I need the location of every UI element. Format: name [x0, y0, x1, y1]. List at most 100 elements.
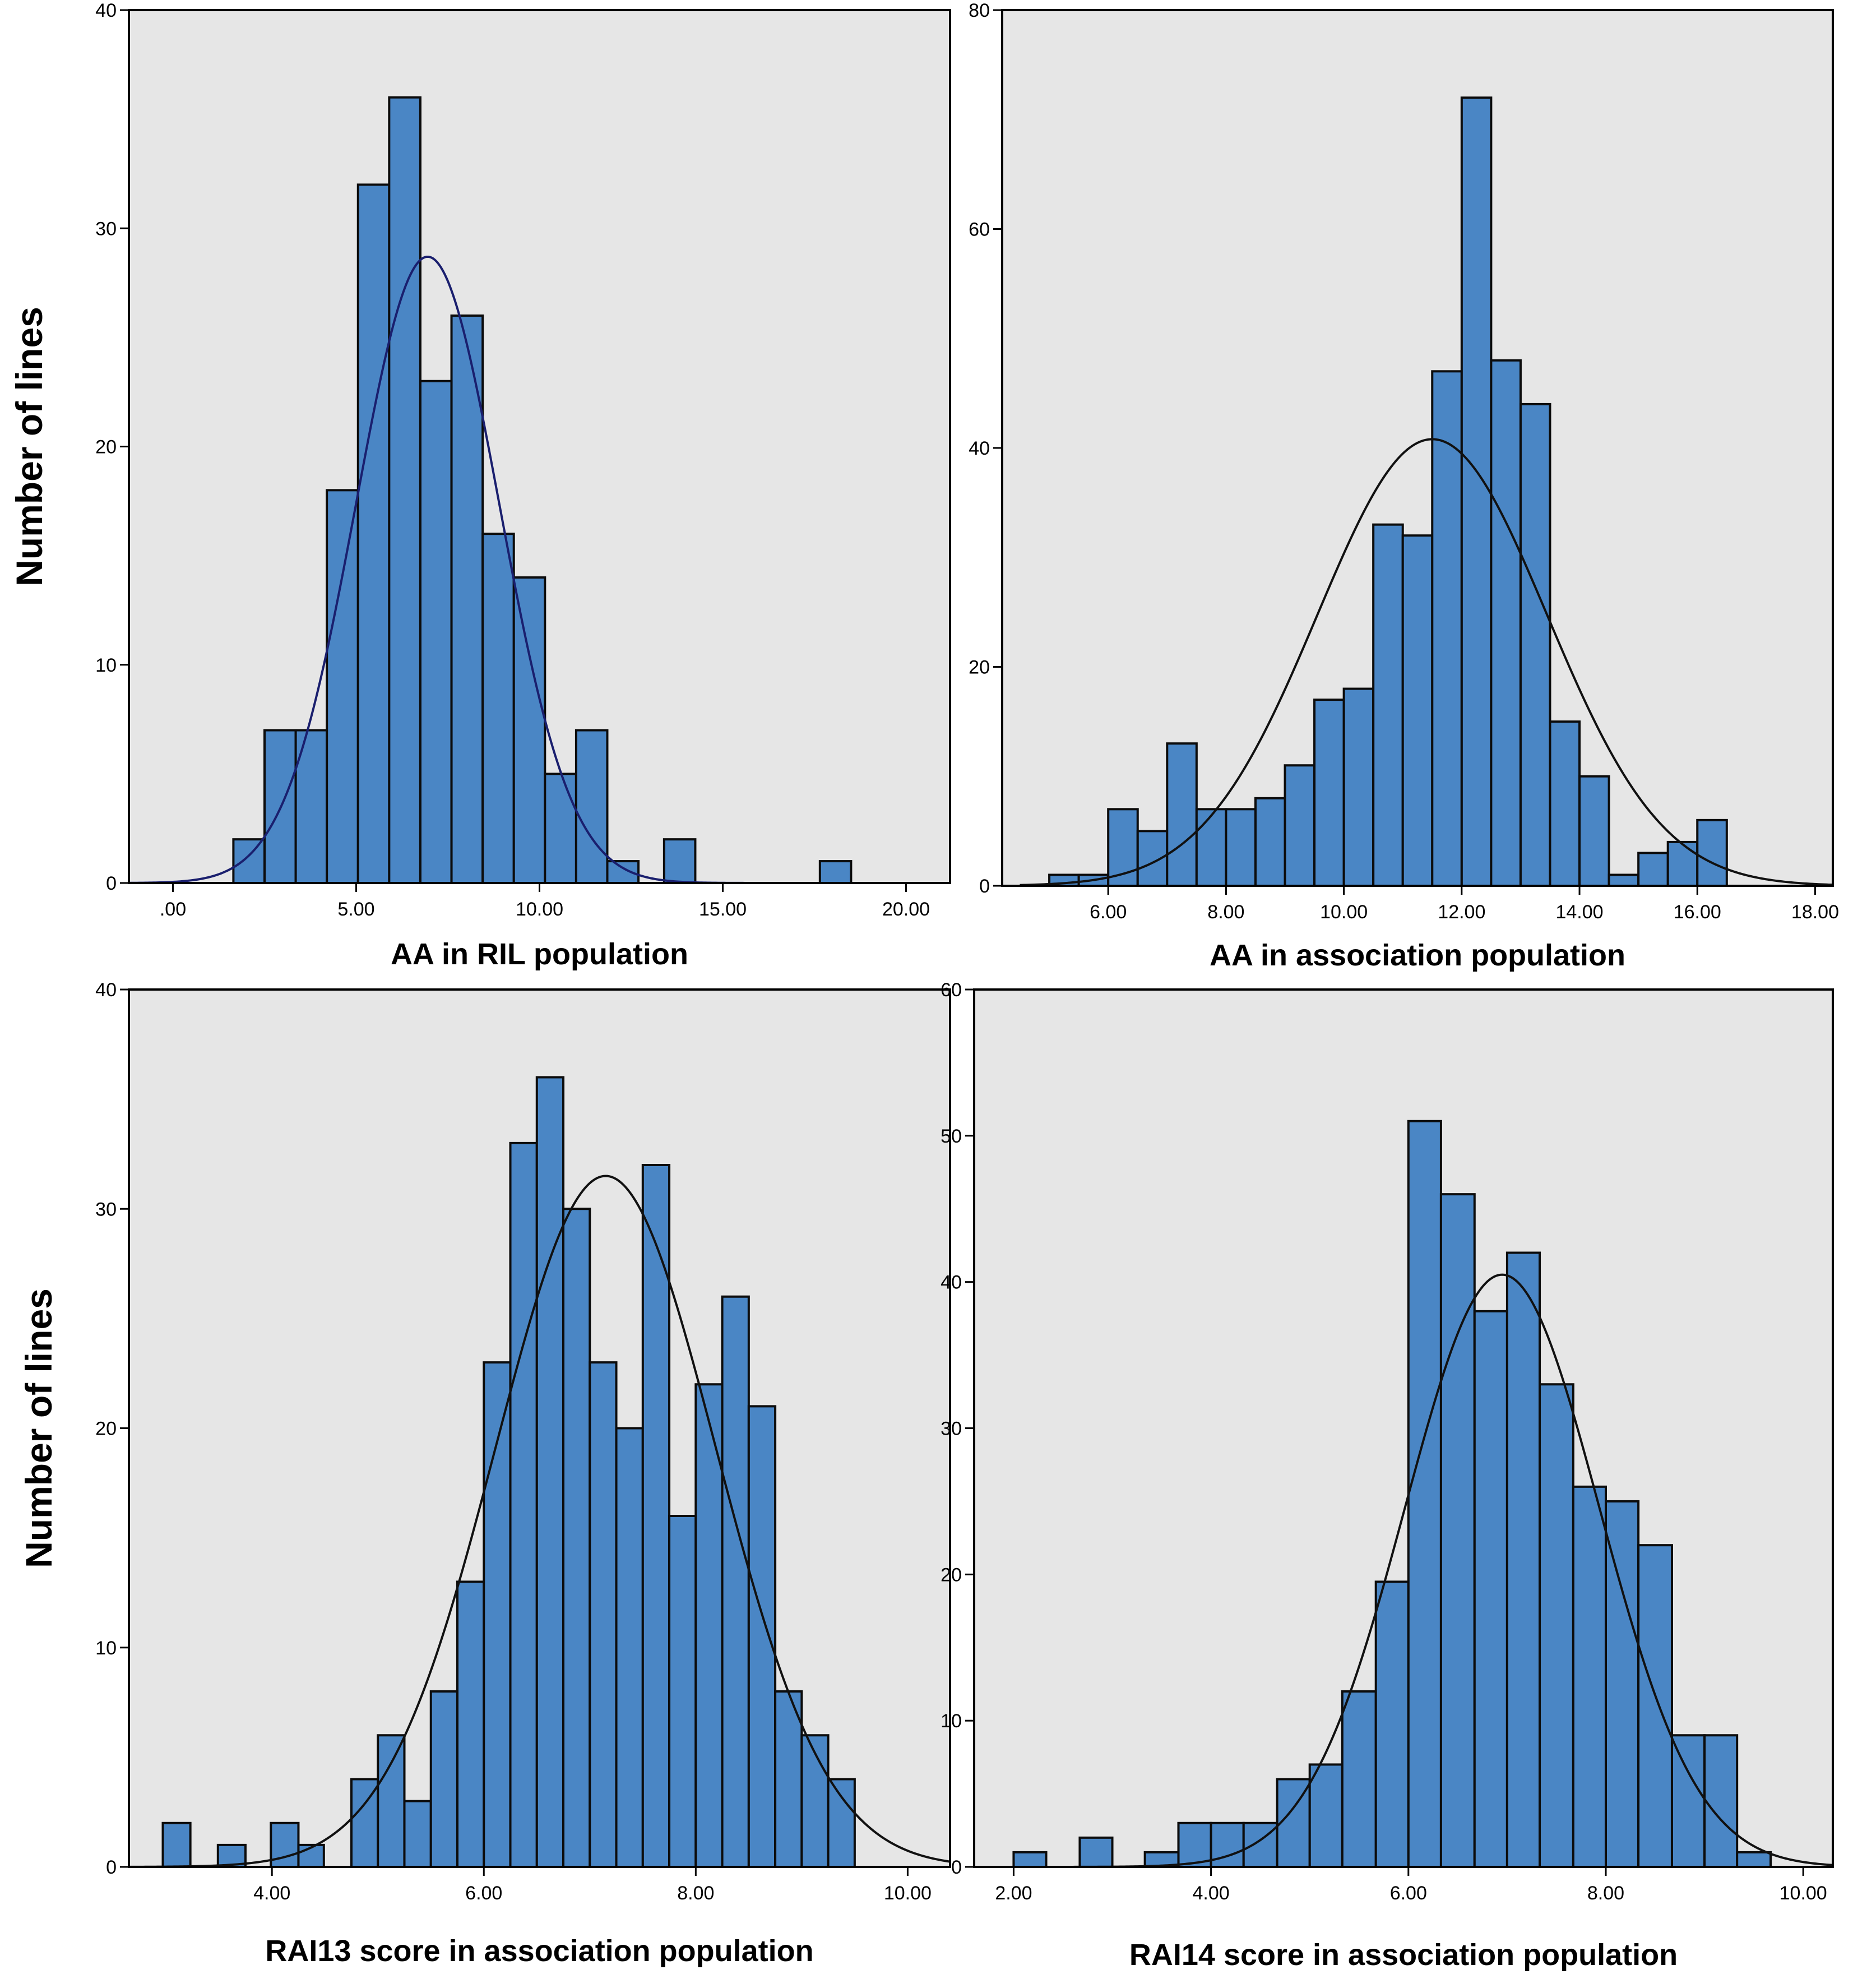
y-tick-label: 40 [95, 979, 117, 1001]
histogram-bar [1439, 1193, 1476, 1869]
x-tick-label: 6.00 [1090, 901, 1127, 923]
y-tick-label: 20 [95, 1418, 117, 1440]
x-axis-title: AA in association population [1210, 938, 1625, 972]
histogram-bar [483, 1361, 512, 1868]
normal-curve [129, 1175, 951, 1868]
y-tick-label: 50 [941, 1126, 962, 1147]
histogram-bar [1608, 873, 1640, 887]
histogram-bar [535, 1076, 565, 1868]
histogram-bar [509, 1141, 538, 1868]
histogram-bar [747, 1405, 777, 1868]
histogram-panel-4: 0 10 20 30 40 50 60 2.00 4.00 6.00 8.00 10.00 RAI14 … [941, 979, 1834, 1972]
histogram-bar [1374, 1580, 1410, 1868]
histogram-bar [1308, 1763, 1344, 1869]
x-tick-label: 20.00 [882, 899, 930, 920]
y-tick-label: 20 [941, 1564, 962, 1585]
histogram-bar [1505, 1251, 1541, 1868]
histogram-bar [562, 1208, 591, 1868]
y-tick-label: 60 [941, 979, 962, 1001]
x-tick-label: 10.00 [1320, 901, 1368, 923]
histogram-bar [388, 96, 421, 885]
x-axis-title: AA in RIL population [391, 937, 688, 971]
y-tick-label: 80 [969, 0, 990, 21]
histogram-bar [1473, 1310, 1508, 1868]
histogram-bar [377, 1734, 406, 1868]
histogram-bar [1637, 1544, 1673, 1869]
y-tick-label: 30 [95, 218, 117, 239]
histogram-panel-1: 0 10 20 30 40 .00 5.00 10.00 15.00 20.00 AA in RIL… [8, 0, 951, 971]
x-tick-label: 5.00 [337, 899, 374, 920]
histogram-bar [1604, 1500, 1640, 1869]
y-tick-label: 60 [969, 219, 990, 241]
histogram-bar [1572, 1485, 1607, 1868]
normal-curve [1020, 438, 1833, 886]
histogram-bar [615, 1427, 644, 1868]
y-tick-label: 0 [106, 1857, 117, 1878]
histogram-bar [429, 1690, 459, 1868]
histogram-bar [544, 773, 577, 884]
histogram-bar [1341, 1690, 1377, 1868]
histogram-bar [1195, 808, 1227, 887]
histogram-bar [456, 1580, 485, 1868]
x-tick-label: 8.00 [1587, 1883, 1624, 1904]
histogram-bar [1166, 742, 1198, 887]
histogram-bar [450, 314, 484, 884]
histogram-bar [297, 1843, 325, 1868]
histogram-bar [663, 838, 697, 885]
histogram-panel-3: 0 10 20 30 40 4.00 6.00 8.00 10.00 RAI13 score in… [18, 979, 951, 1968]
x-tick-label: 8.00 [677, 1883, 714, 1904]
histogram-bar [1407, 1120, 1442, 1868]
histogram-bar [1578, 775, 1610, 887]
histogram-bar [721, 1295, 750, 1868]
histogram-bar [1210, 1821, 1245, 1868]
histogram-bar [1225, 808, 1257, 887]
histogram-bar [1670, 1734, 1706, 1868]
y-tick-label: 0 [951, 1857, 962, 1878]
histogram-bar [1666, 840, 1699, 887]
y-axis-title: Number of lines [8, 307, 50, 586]
y-tick-label: 10 [95, 655, 117, 676]
x-tick-label: 15.00 [699, 899, 747, 920]
x-tick-label: 12.00 [1438, 901, 1485, 923]
histogram-bar [1012, 1851, 1048, 1869]
histogram-bar [575, 729, 609, 885]
x-tick-label: 18.00 [1791, 901, 1839, 923]
y-tick-label: 40 [95, 0, 117, 21]
histogram-bar [1313, 699, 1345, 887]
histogram-bar [1637, 852, 1669, 887]
y-tick-label: 20 [95, 437, 117, 458]
histogram-bar [1703, 1734, 1739, 1868]
histogram-bar [356, 183, 391, 884]
y-tick-label: 30 [95, 1199, 117, 1220]
histogram-bar [1372, 523, 1404, 887]
x-tick-label: 2.00 [995, 1883, 1032, 1904]
x-axis-title: RAI14 score in association population [1129, 1938, 1678, 1972]
histogram-bar [1284, 764, 1316, 887]
histogram-bar [1342, 687, 1375, 887]
histogram-bar [827, 1778, 856, 1868]
histogram-bar [1696, 819, 1728, 887]
histogram-bar [161, 1821, 192, 1868]
histogram-bar [419, 380, 453, 884]
histogram-bar [1549, 720, 1581, 887]
y-tick-label: 0 [106, 873, 117, 894]
histogram-bar [1254, 797, 1286, 887]
y-tick-label: 40 [941, 1272, 962, 1293]
histogram-bar [326, 489, 359, 884]
x-tick-label: 16.00 [1674, 901, 1721, 923]
y-tick-label: 20 [969, 657, 990, 678]
histogram-bar [481, 533, 515, 884]
histogram-bar [232, 838, 266, 885]
histogram-bar [1736, 1851, 1772, 1869]
x-tick-label: 6.00 [465, 1883, 502, 1904]
x-tick-label: 10.00 [1780, 1883, 1827, 1904]
histogram-bar [1490, 359, 1522, 887]
y-tick-label: 0 [979, 876, 990, 897]
histogram-bar [216, 1843, 247, 1868]
y-tick-label: 30 [941, 1418, 962, 1440]
histogram-bar [512, 576, 546, 885]
x-tick-label: 14.00 [1555, 901, 1603, 923]
histogram-bar [1519, 403, 1551, 887]
histogram-bar [818, 860, 853, 884]
